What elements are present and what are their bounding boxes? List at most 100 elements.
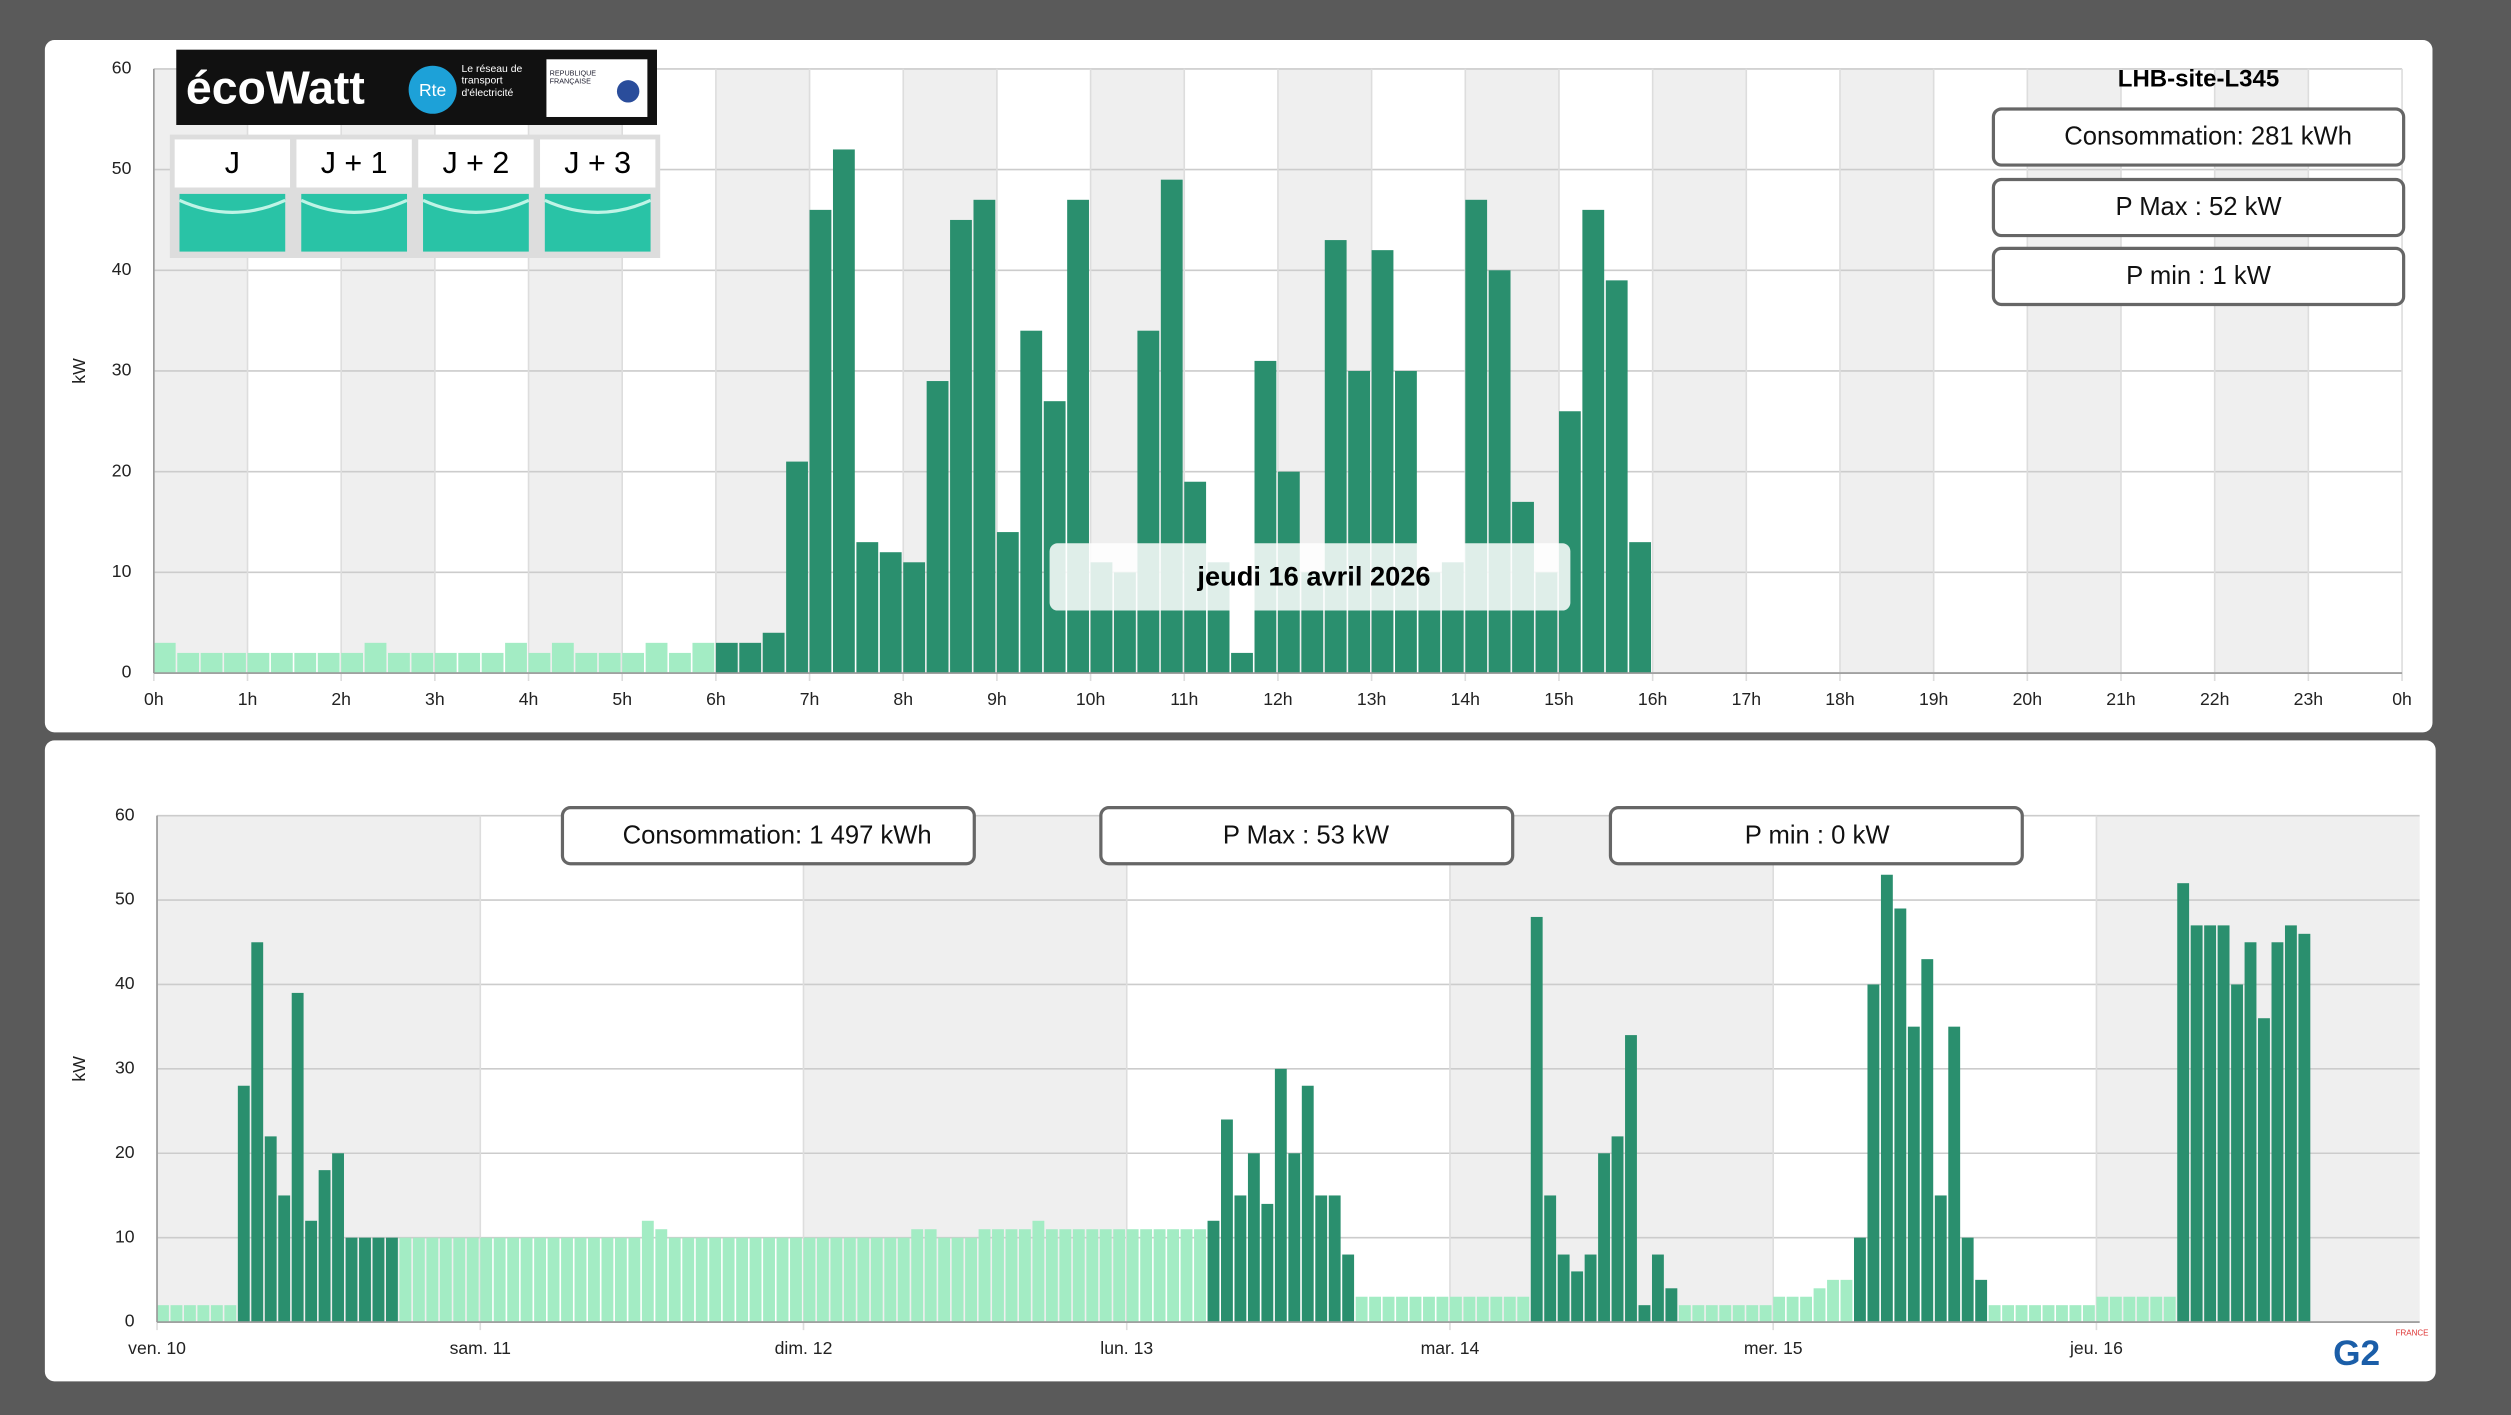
bar [426,1237,439,1323]
bar [951,1237,964,1323]
ademe-icon [616,80,640,103]
bar [388,652,410,674]
bar [1005,1229,1018,1323]
day-label: J [225,146,240,180]
bar [938,1237,951,1323]
bar [762,632,785,674]
bar [973,199,996,674]
x-tick-label: 22h [2200,689,2229,709]
bar [884,1237,897,1323]
bar [1854,1237,1866,1323]
bar [1786,1296,1799,1323]
bar [2177,883,2190,1323]
bottom-chart: 0 10 20 30 40 50 60 ven. 10 sam. 11 dim. 12 lun. 1… [69,804,2420,1358]
bar [1598,1153,1610,1323]
bar [1382,1296,1395,1323]
bar [669,652,691,674]
bar [1530,916,1543,1323]
bar [830,1237,843,1323]
bar [439,1237,452,1323]
bar [1988,1305,2001,1323]
bar [2123,1296,2136,1323]
bar [879,552,902,674]
bar [1113,1229,1126,1323]
bar [1369,1296,1382,1323]
bar [2190,925,2203,1323]
bar [996,532,1019,674]
bar [520,1237,533,1323]
bar [528,652,551,674]
bar [305,1220,318,1323]
x-tick-label: 9h [987,689,1007,709]
bar [264,1136,277,1323]
bar [1488,270,1511,674]
bar [317,652,340,674]
bar [628,1237,641,1323]
bar [2271,942,2284,1323]
bar [507,1237,520,1323]
bar [1503,1296,1516,1323]
bar [1463,1296,1476,1323]
bar [2284,925,2297,1323]
bar [749,1237,762,1323]
bar [318,1170,331,1323]
bar [1840,1279,1853,1323]
bar [177,652,200,674]
g2-logo: G2 [2333,1334,2380,1373]
bar [547,1237,560,1323]
bar [1072,1229,1085,1323]
bar [1665,1288,1678,1323]
bar [1140,1229,1153,1323]
bar [278,1195,291,1323]
bar [1934,1195,1947,1323]
bar [739,642,762,674]
tooltip: jeudi 16 avril 2026 [1196,561,1430,592]
bar [1274,1068,1287,1323]
bar [1625,1035,1637,1323]
bar [1692,1305,1705,1323]
ecowatt-logo: écoWatt [186,62,365,114]
bar [924,1229,937,1323]
bar [399,1237,412,1323]
x-tick-label: 2h [331,689,351,709]
x-tick-label: mar. 14 [1421,1338,1480,1358]
bar [803,1237,816,1323]
bar [1584,1254,1597,1323]
bar [978,1229,991,1323]
bar [1719,1305,1732,1323]
bar [237,1085,250,1323]
day-wave [422,198,530,214]
day-label: J + 3 [564,146,631,180]
day-wave [178,198,286,214]
y-tick-label: 50 [115,889,135,909]
p-min: P min : 1 kW [2126,262,2272,290]
bar [1301,1085,1314,1323]
bar [1582,209,1605,674]
bar [481,652,504,674]
bar [294,652,317,674]
y-tick-label: 40 [115,973,135,993]
x-tick-label: dim. 12 [775,1338,833,1358]
x-tick-label: 23h [2294,689,2323,709]
y-axis-label: kW [69,358,89,384]
bar [505,642,527,674]
bar [364,642,387,674]
bar [1018,1229,1031,1323]
bar [2109,1296,2122,1323]
info-box [1099,806,1515,866]
bar [622,652,645,674]
bar [1449,1296,1462,1323]
bar [992,1229,1004,1323]
bar [1126,1229,1139,1323]
bar [2056,1305,2068,1323]
bar [434,652,457,674]
bar [183,1305,196,1323]
p-max: P Max : 52 kW [2115,193,2282,221]
bar [291,992,304,1323]
bar [2217,925,2230,1323]
bar [561,1237,573,1323]
bar [332,1153,344,1323]
info-box [1991,177,2406,238]
bar [1315,1195,1328,1323]
